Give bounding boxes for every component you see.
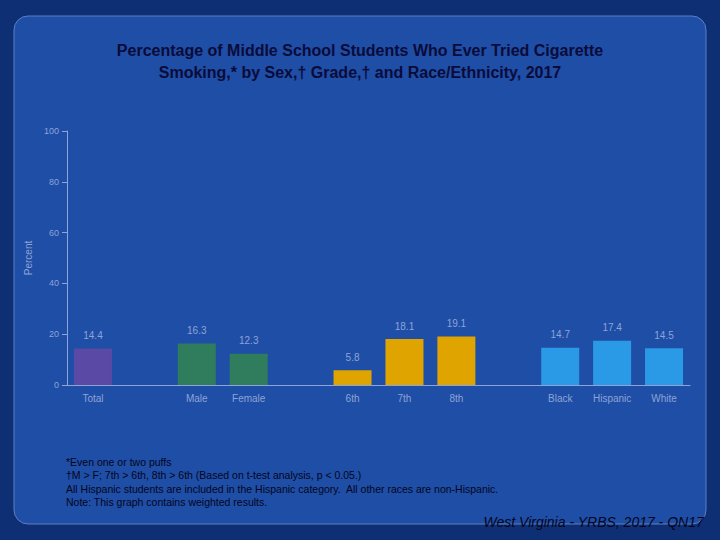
svg-text:0: 0: [54, 380, 59, 390]
svg-text:18.1: 18.1: [395, 321, 415, 332]
svg-text:20: 20: [49, 329, 59, 339]
svg-text:*Even one or two puffs: *Even one or two puffs: [66, 456, 171, 468]
svg-text:100: 100: [44, 126, 59, 136]
svg-text:8th: 8th: [449, 393, 463, 404]
svg-text:White: White: [651, 393, 677, 404]
svg-text:Black: Black: [548, 393, 573, 404]
svg-text:†M > F; 7th > 6th, 8th > 6th (: †M > F; 7th > 6th, 8th > 6th (Based on t…: [66, 469, 361, 481]
svg-text:16.3: 16.3: [187, 325, 207, 336]
svg-text:Female: Female: [232, 393, 266, 404]
svg-text:14.7: 14.7: [550, 329, 570, 340]
svg-text:80: 80: [49, 177, 59, 187]
svg-text:Smoking,* by Sex,† Grade,† and: Smoking,* by Sex,† Grade,† and Race/Ethn…: [159, 64, 562, 81]
svg-text:Percentage of Middle School St: Percentage of Middle School Students Who…: [117, 42, 603, 59]
svg-text:All Hispanic students are incl: All Hispanic students are included in th…: [66, 483, 498, 495]
svg-text:Percent: Percent: [23, 241, 34, 276]
svg-text:12.3: 12.3: [239, 335, 259, 346]
svg-text:17.4: 17.4: [602, 322, 622, 333]
svg-text:40: 40: [49, 278, 59, 288]
svg-text:14.5: 14.5: [654, 330, 674, 341]
svg-text:Hispanic: Hispanic: [593, 393, 631, 404]
svg-text:5.8: 5.8: [346, 352, 360, 363]
svg-text:West Virginia - YRBS, 2017 - Q: West Virginia - YRBS, 2017 - QN17: [484, 514, 705, 530]
svg-text:Note: This graph contains weig: Note: This graph contains weighted resul…: [66, 496, 267, 508]
svg-text:7th: 7th: [398, 393, 412, 404]
svg-text:Male: Male: [186, 393, 208, 404]
svg-text:Total: Total: [82, 393, 103, 404]
svg-text:60: 60: [49, 228, 59, 238]
svg-text:14.4: 14.4: [83, 330, 103, 341]
svg-text:19.1: 19.1: [447, 318, 467, 329]
svg-text:6th: 6th: [346, 393, 360, 404]
